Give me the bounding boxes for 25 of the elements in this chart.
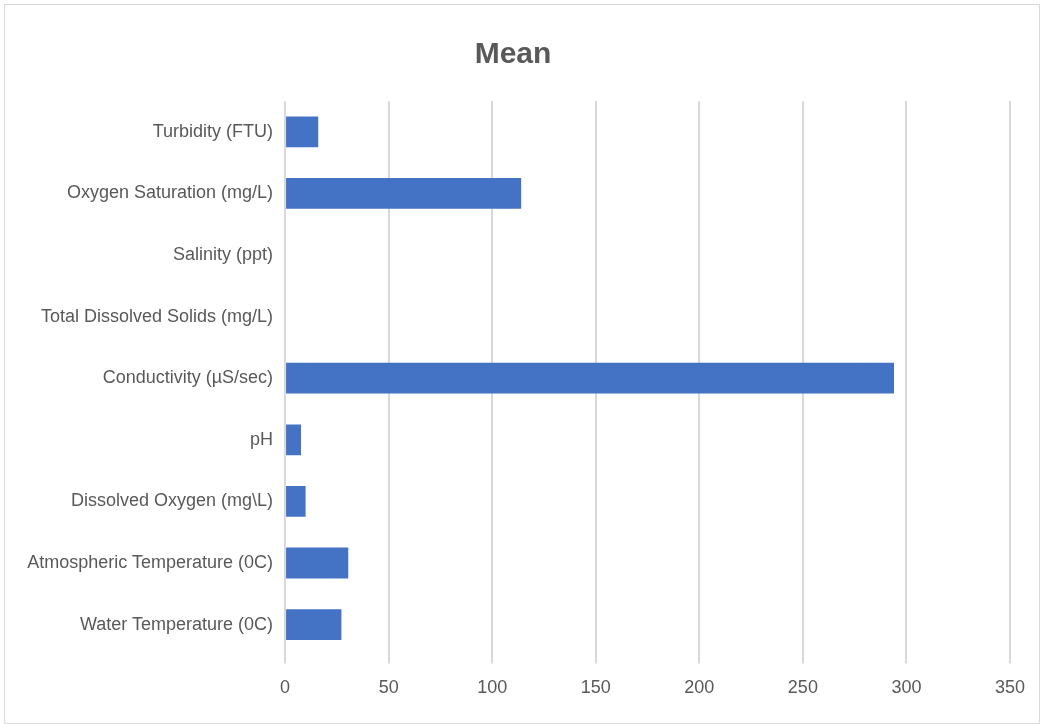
- y-tick-label: Atmospheric Temperature (0C): [27, 551, 274, 572]
- y-tick-label: Conductivity (µS/sec): [102, 367, 274, 388]
- y-tick-label: Dissolved Oxygen (mg\L): [71, 490, 274, 511]
- x-tick-label: 350: [994, 677, 1026, 698]
- bar: [286, 609, 342, 640]
- y-tick-label: Water Temperature (0C): [80, 613, 274, 634]
- bar: [286, 424, 302, 456]
- x-tick-label: 0: [280, 677, 291, 698]
- x-tick-label: 250: [787, 677, 818, 698]
- bar: [286, 486, 306, 517]
- x-tick-label: 50: [378, 677, 399, 698]
- bar: [286, 362, 894, 394]
- y-tick-label: pH: [250, 428, 274, 449]
- y-tick-label: Turbidity (FTU): [152, 120, 274, 141]
- y-tick-label: Salinity (ppt): [173, 243, 274, 264]
- x-tick-label: 200: [684, 677, 715, 698]
- y-tick-label: Total Dissolved Solids (mg/L): [40, 305, 274, 326]
- bar: [286, 547, 349, 579]
- x-tick-label: 100: [477, 677, 508, 698]
- x-tick-label: 150: [580, 677, 611, 698]
- y-tick-label: Oxygen Saturation (mg/L): [66, 182, 274, 203]
- bar: [286, 116, 319, 148]
- bar: [286, 178, 522, 209]
- x-tick-label: 300: [891, 677, 922, 698]
- chart-title: Mean: [474, 36, 552, 70]
